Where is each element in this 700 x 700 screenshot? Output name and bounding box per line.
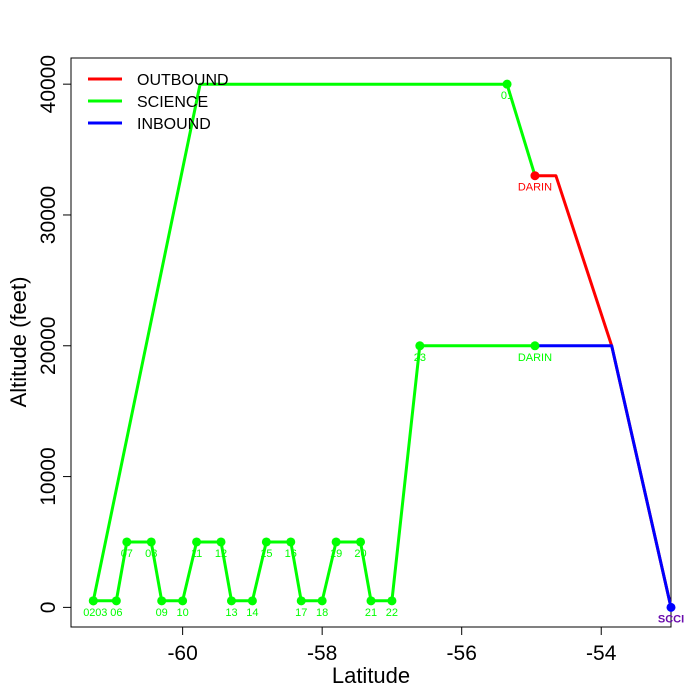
waypoint-label: 13: [225, 607, 237, 619]
y-tick-label: 40000: [37, 55, 60, 113]
waypoint-marker: [317, 596, 327, 606]
series-line-outbound: [535, 174, 673, 608]
x-tick-label: -60: [167, 642, 197, 665]
waypoint-marker: [666, 602, 676, 612]
waypoint-marker: [356, 537, 366, 547]
waypoint-label: 18: [316, 607, 328, 619]
waypoint-marker: [415, 341, 425, 351]
waypoint-marker: [122, 537, 132, 547]
waypoint-marker: [366, 596, 376, 606]
legend: OUTBOUND SCIENCE INBOUND: [88, 72, 229, 133]
y-tick-label: 10000: [37, 447, 60, 505]
waypoint-marker: [296, 596, 306, 606]
series-layer: [91, 82, 673, 608]
waypoint-marker: [502, 79, 512, 89]
waypoint-marker: [178, 596, 188, 606]
waypoint-marker: [88, 596, 98, 606]
x-axis: -60 -58 -56 -54: [167, 627, 617, 665]
waypoint-marker: [146, 537, 156, 547]
waypoint-marker: [192, 537, 202, 547]
y-tick-label: 20000: [37, 317, 60, 375]
waypoint-label: 09: [156, 607, 168, 619]
waypoint-marker: [387, 596, 397, 606]
waypoint-label: 21: [365, 607, 377, 619]
waypoint-label: 08: [145, 548, 157, 560]
waypoint-label: 20: [354, 548, 366, 560]
plot-frame: [70, 57, 672, 628]
waypoint-label: SCCI: [658, 613, 684, 625]
waypoint-label: 01: [501, 90, 513, 102]
waypoint-label: 14: [246, 607, 258, 619]
legend-label: INBOUND: [137, 116, 211, 133]
waypoint-marker: [530, 341, 540, 351]
waypoint-label: 23: [414, 352, 426, 364]
series-line-science: [91, 82, 537, 603]
points-layer: SCCI DARIN 01 02 03 06 07 08 09 10 11 12 13 14 15 16 17 1…: [83, 79, 684, 625]
waypoint-label: 15: [260, 548, 272, 560]
waypoint-marker: [247, 596, 257, 606]
waypoint-label: 19: [330, 548, 342, 560]
waypoint-label: 03: [95, 607, 107, 619]
legend-label: SCIENCE: [137, 94, 208, 111]
x-tick-label: -58: [307, 642, 337, 665]
waypoint-label: 10: [177, 607, 189, 619]
waypoint-marker: [331, 537, 341, 547]
y-axis-title: Altitude (feet): [6, 277, 31, 408]
waypoint-marker: [157, 596, 167, 606]
waypoint-label: 02: [83, 607, 95, 619]
waypoint-marker: [286, 537, 296, 547]
legend-label: OUTBOUND: [137, 72, 229, 89]
x-axis-title: Latitude: [332, 663, 410, 688]
y-axis: 0 10000 20000 30000 40000: [37, 55, 71, 613]
waypoint-label: 17: [295, 607, 307, 619]
waypoint-label: 12: [215, 548, 227, 560]
waypoint-marker: [111, 596, 121, 606]
waypoint-label: 11: [191, 548, 202, 560]
series-line-inbound: [535, 344, 673, 608]
waypoint-marker: [530, 171, 540, 181]
waypoint-label: 16: [285, 548, 297, 560]
x-tick-label: -54: [586, 642, 617, 665]
y-tick-label: 0: [37, 602, 60, 614]
waypoint-marker: [226, 596, 236, 606]
waypoint-label: 06: [110, 607, 122, 619]
waypoint-label: 07: [121, 548, 133, 560]
waypoint-label: 22: [386, 607, 398, 619]
x-tick-label: -56: [447, 642, 477, 665]
y-tick-label: 30000: [37, 186, 60, 244]
waypoint-label: DARIN: [518, 352, 552, 364]
waypoint-label: DARIN: [518, 182, 552, 194]
waypoint-marker: [261, 537, 271, 547]
waypoint-marker: [216, 537, 226, 547]
